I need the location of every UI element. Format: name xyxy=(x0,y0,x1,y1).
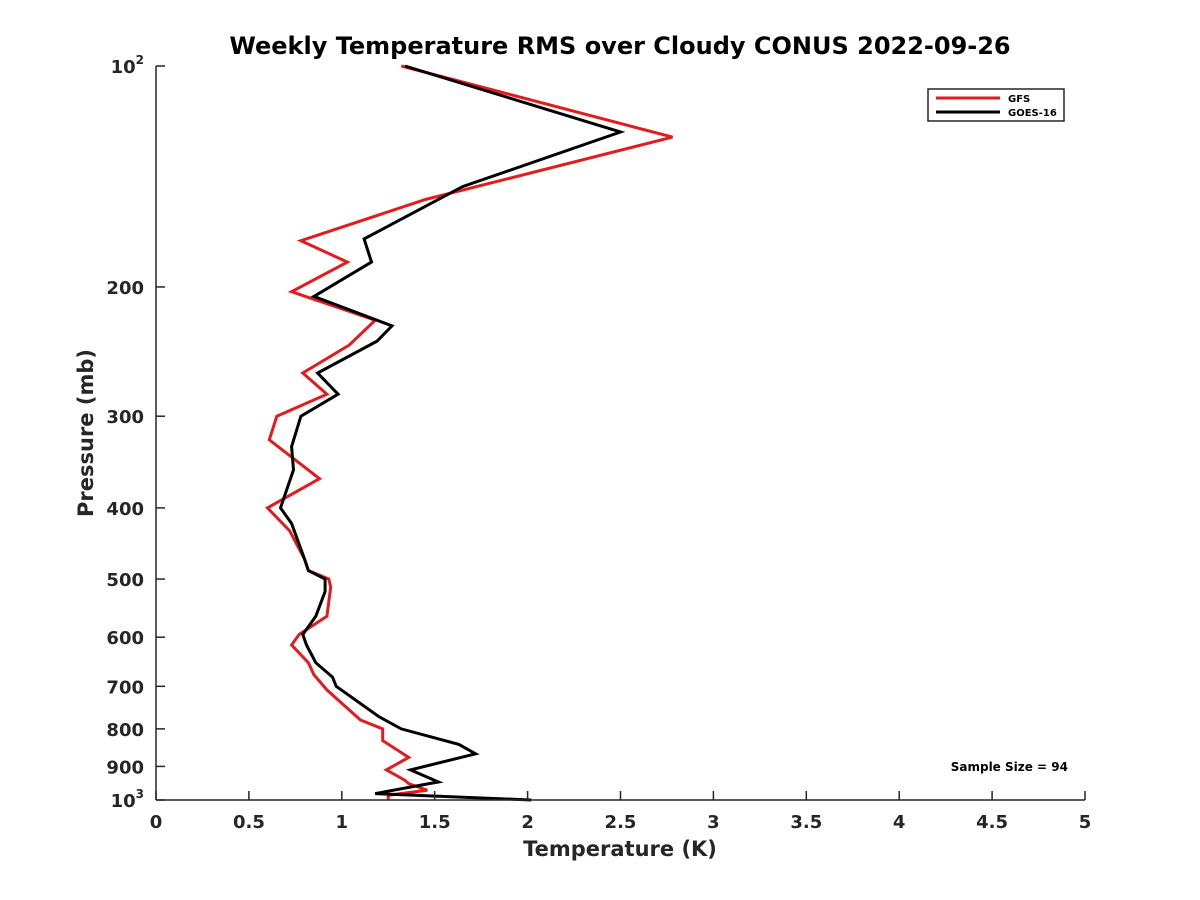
sample-size-annotation: Sample Size = 94 xyxy=(951,760,1068,774)
axes-layer: 0 0.5 1 1.5 2 2.5 3 3.5 4 4.5 51022003004005006007… xyxy=(106,53,1091,833)
legend: GFS GOES-16 xyxy=(927,88,1065,122)
legend-label: GFS xyxy=(1008,94,1030,105)
y-tick-label: 102 xyxy=(111,53,144,78)
x-tick-label: 1 xyxy=(336,812,349,833)
legend-box xyxy=(927,88,1065,122)
x-axis-label: Temperature (K) xyxy=(523,837,717,861)
y-tick-text: 400 xyxy=(106,499,144,520)
y-tick-label: 900 xyxy=(106,757,144,778)
x-tick-label: 2.5 xyxy=(605,812,637,833)
x-tick-label: 4.5 xyxy=(976,812,1008,833)
y-tick-text: 500 xyxy=(106,570,144,591)
x-tick-label: 0 xyxy=(150,812,163,833)
y-tick-label: 800 xyxy=(106,720,144,741)
y-tick-base: 10 xyxy=(111,791,136,812)
y-tick-exponent: 2 xyxy=(136,53,144,67)
y-tick-text: 600 xyxy=(106,628,144,649)
y-tick-text: 800 xyxy=(106,720,144,741)
y-tick-exponent: 3 xyxy=(136,787,144,801)
y-tick-label: 600 xyxy=(106,628,144,649)
series-layer xyxy=(265,64,673,802)
y-axis-label: Pressure (mb) xyxy=(74,349,98,517)
y-tick-label: 400 xyxy=(106,499,144,520)
y-tick-text: 300 xyxy=(106,407,144,428)
x-tick-label: 3 xyxy=(707,812,720,833)
y-tick-label: 200 xyxy=(106,278,144,299)
y-tick-text: 700 xyxy=(106,677,144,698)
x-tick-label: 5 xyxy=(1079,812,1092,833)
chart-title: Weekly Temperature RMS over Cloudy CONUS… xyxy=(229,32,1010,60)
y-tick-label: 300 xyxy=(106,407,144,428)
x-tick-label: 1.5 xyxy=(419,812,451,833)
y-tick-label: 103 xyxy=(111,787,144,812)
series-line-gfs xyxy=(265,64,673,800)
y-tick-text: 200 xyxy=(106,278,144,299)
x-tick-label: 2 xyxy=(521,812,534,833)
x-tick-label: 3.5 xyxy=(790,812,822,833)
y-tick-label: 500 xyxy=(106,570,144,591)
x-tick-label: 0.5 xyxy=(233,812,265,833)
y-tick-text: 900 xyxy=(106,757,144,778)
y-tick-base: 10 xyxy=(111,57,136,78)
legend-label: GOES-16 xyxy=(1008,108,1057,119)
series-line-goes-16 xyxy=(278,64,626,802)
x-tick-label: 4 xyxy=(893,812,906,833)
y-tick-label: 700 xyxy=(106,677,144,698)
